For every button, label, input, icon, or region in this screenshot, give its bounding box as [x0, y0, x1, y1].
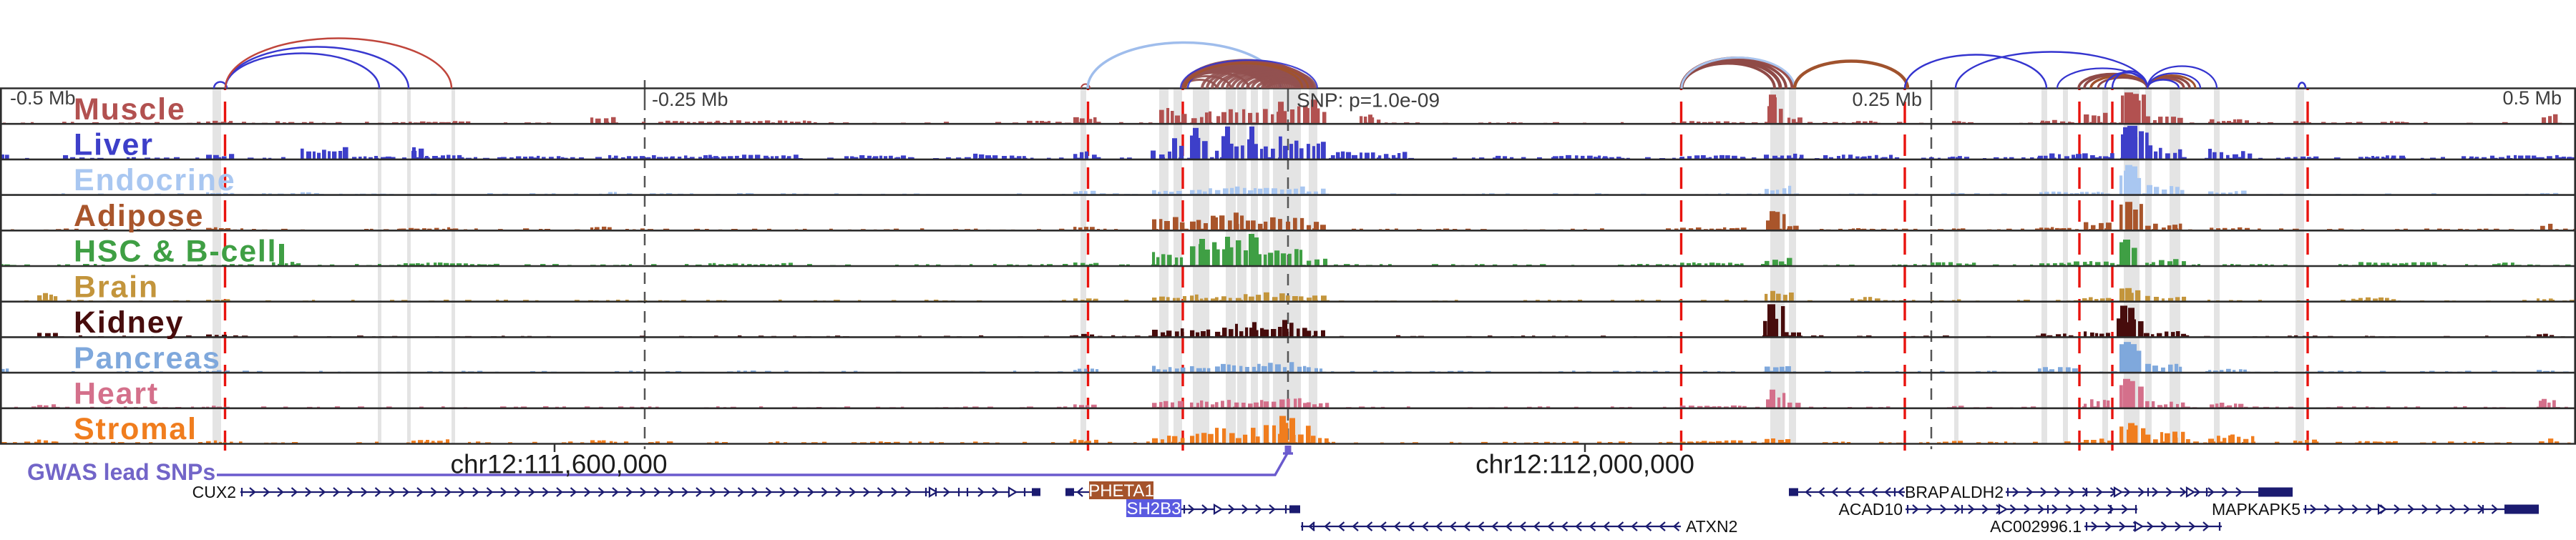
svg-text:-0.5 Mb: -0.5 Mb	[10, 87, 76, 109]
svg-text:Muscle: Muscle	[74, 92, 186, 127]
svg-text:Liver: Liver	[74, 128, 154, 162]
svg-text:Brain: Brain	[74, 270, 159, 304]
svg-text:HSC & B-cell: HSC & B-cell	[74, 235, 277, 269]
svg-text:-0.25 Mb: -0.25 Mb	[652, 89, 728, 110]
svg-text:chr12:111,600,000: chr12:111,600,000	[450, 450, 667, 479]
svg-text:ALDH2: ALDH2	[1951, 483, 2004, 501]
svg-text:Endocrine: Endocrine	[74, 163, 235, 197]
svg-text:Stromal: Stromal	[74, 412, 197, 446]
svg-text:AC002996.1: AC002996.1	[1990, 517, 2082, 536]
svg-text:0.25 Mb: 0.25 Mb	[1852, 89, 1922, 110]
svg-text:PHETA1: PHETA1	[1088, 481, 1154, 501]
svg-text:0.5 Mb: 0.5 Mb	[2502, 87, 2562, 109]
svg-text:CUX2: CUX2	[192, 483, 236, 501]
svg-text:Pancreas: Pancreas	[74, 341, 221, 375]
svg-text:chr12:112,000,000: chr12:112,000,000	[1475, 450, 1694, 479]
svg-text:ACAD10: ACAD10	[1839, 500, 1903, 519]
svg-text:MAPKAPK5: MAPKAPK5	[2212, 500, 2301, 519]
svg-text:SNP: p=1.0e-09: SNP: p=1.0e-09	[1297, 89, 1440, 112]
svg-text:ATXN2: ATXN2	[1686, 517, 1737, 536]
svg-text:Adipose: Adipose	[74, 199, 204, 233]
svg-text:GWAS lead SNPs: GWAS lead SNPs	[27, 459, 215, 485]
svg-text:Heart: Heart	[74, 377, 159, 411]
svg-text:BRAP: BRAP	[1905, 483, 1950, 501]
svg-text:Kidney: Kidney	[74, 305, 184, 340]
svg-text:SH2B3: SH2B3	[1126, 499, 1181, 519]
